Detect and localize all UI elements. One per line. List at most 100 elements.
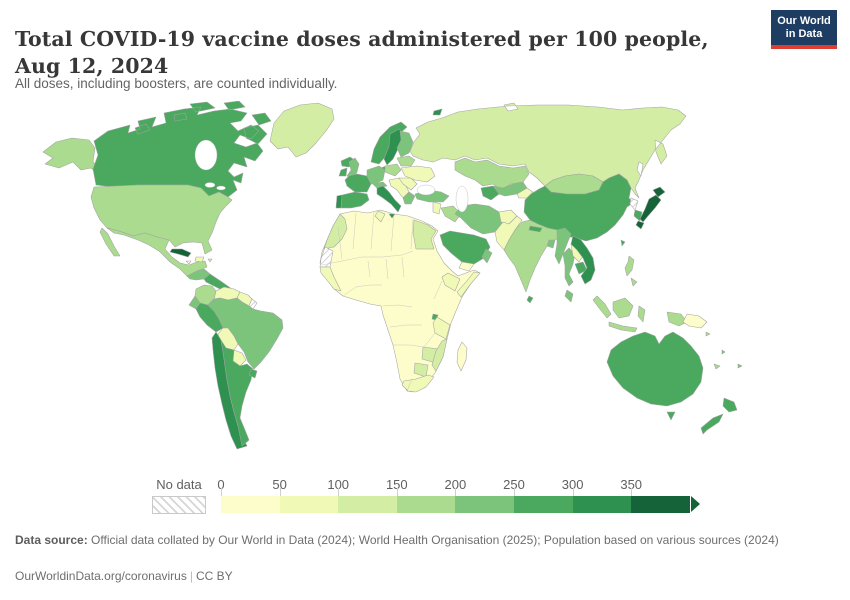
- country-italy[interactable]: [376, 185, 402, 219]
- legend-bin-0-50[interactable]: [221, 496, 280, 513]
- country-poland[interactable]: [384, 163, 402, 177]
- country-new-caledonia[interactable]: [713, 363, 721, 370]
- country-java[interactable]: [608, 321, 638, 333]
- legend-bin-50-100[interactable]: [279, 496, 339, 513]
- country-mexico[interactable]: [99, 227, 208, 277]
- legend-tick-label-150: 150: [385, 477, 408, 492]
- legend-bin-100-150[interactable]: [338, 496, 397, 513]
- country-sri-lanka[interactable]: [526, 295, 534, 304]
- country-canada[interactable]: [92, 101, 272, 198]
- legend-bin-250-300[interactable]: [514, 496, 573, 513]
- legend-bin-150-200[interactable]: [396, 496, 456, 513]
- country-mozambique[interactable]: [431, 338, 448, 372]
- footer-datasource-label: Data source:: [15, 533, 88, 547]
- country-somalia[interactable]: [456, 271, 481, 298]
- owid-logo[interactable]: Our World in Data: [771, 10, 837, 50]
- country-hispaniola[interactable]: [194, 256, 205, 263]
- country-ireland[interactable]: [338, 167, 348, 177]
- legend-bin-200-250[interactable]: [455, 496, 514, 513]
- country-nz-south[interactable]: [700, 413, 724, 435]
- legend-arrow: [691, 496, 700, 512]
- country-vanuatu[interactable]: [721, 349, 726, 355]
- legend-tick-label-100: 100: [327, 477, 350, 492]
- great-lakes: [216, 185, 226, 191]
- legend-tick-label-250: 250: [503, 477, 525, 492]
- chart-subtitle: All doses, including boosters, are count…: [15, 76, 338, 91]
- country-greece[interactable]: [402, 191, 416, 205]
- footer-datasource-text: Official data collated by Our World in D…: [87, 533, 779, 547]
- country-russia[interactable]: [409, 102, 687, 199]
- country-egypt[interactable]: [412, 219, 437, 250]
- country-uruguay[interactable]: [248, 368, 258, 379]
- country-fiji[interactable]: [737, 363, 743, 369]
- legend-bins: [221, 496, 691, 513]
- country-west-papua[interactable]: [666, 311, 688, 327]
- country-oman[interactable]: [481, 248, 493, 264]
- country-svalbard[interactable]: [432, 108, 443, 116]
- country-sumatra[interactable]: [592, 295, 612, 319]
- legend-no-data-swatch[interactable]: [152, 496, 206, 514]
- country-south-korea[interactable]: [633, 209, 643, 222]
- country-romania-bulgaria[interactable]: [398, 177, 418, 191]
- country-greenland[interactable]: [269, 102, 335, 158]
- footer-link[interactable]: OurWorldinData.org/coronavirus: [15, 569, 187, 583]
- legend-bin-300-350[interactable]: [572, 496, 632, 513]
- legend-bin-350+[interactable]: [631, 496, 690, 513]
- footer-license[interactable]: CC BY: [195, 569, 233, 583]
- legend-tick-label-200: 200: [444, 477, 467, 492]
- page-title: Total COVID-19 vaccine doses administere…: [15, 26, 709, 79]
- great-lakes: [204, 182, 216, 188]
- country-taiwan[interactable]: [620, 239, 626, 247]
- legend-tick-label-0: 0: [217, 477, 225, 492]
- legend-tick-label-50: 50: [272, 477, 287, 492]
- country-japan[interactable]: [635, 186, 666, 230]
- country-pakistan[interactable]: [494, 215, 523, 251]
- country-nz-north[interactable]: [722, 397, 738, 413]
- country-yemen[interactable]: [458, 261, 475, 272]
- legend-no-data-label: No data: [156, 477, 202, 492]
- country-ethiopia[interactable]: [441, 272, 461, 292]
- country-tanzania[interactable]: [432, 316, 451, 340]
- footer-separator: |: [189, 569, 193, 583]
- hudson-bay: [194, 139, 218, 171]
- country-finland[interactable]: [396, 130, 414, 158]
- country-spain[interactable]: [340, 191, 370, 209]
- country-tunisia[interactable]: [374, 210, 386, 223]
- country-jamaica[interactable]: [185, 260, 192, 265]
- country-turkmenistan[interactable]: [480, 185, 500, 201]
- country-solomon[interactable]: [705, 331, 711, 337]
- country-bangladesh[interactable]: [546, 239, 556, 249]
- country-iraq[interactable]: [440, 205, 462, 223]
- country-south-africa[interactable]: [401, 374, 435, 393]
- black-sea: [416, 184, 436, 196]
- footer-datasource: Data source: Official data collated by O…: [15, 531, 823, 550]
- country-morocco[interactable]: [323, 213, 348, 250]
- country-argentina[interactable]: [220, 339, 254, 447]
- legend-tick-label-300: 300: [561, 477, 584, 492]
- country-arabia[interactable]: [439, 230, 491, 265]
- country-nepal[interactable]: [528, 225, 543, 233]
- country-tasmania[interactable]: [666, 411, 676, 421]
- world-map: [42, 101, 743, 450]
- country-madagascar[interactable]: [456, 341, 468, 372]
- owid-logo-line1: Our World: [777, 15, 831, 27]
- country-malaysia[interactable]: [564, 289, 574, 303]
- africa-internal-borders: [321, 211, 443, 392]
- country-philippines[interactable]: [624, 255, 638, 287]
- country-north-korea[interactable]: [629, 197, 639, 211]
- country-sulawesi[interactable]: [637, 305, 646, 323]
- country-australia[interactable]: [606, 331, 704, 407]
- country-france[interactable]: [344, 173, 372, 193]
- country-germany[interactable]: [366, 165, 386, 185]
- country-png[interactable]: [682, 313, 708, 329]
- country-borneo[interactable]: [612, 297, 634, 319]
- country-cuba[interactable]: [169, 248, 192, 258]
- caspian-sea: [455, 185, 469, 213]
- country-vietnam[interactable]: [570, 235, 596, 285]
- owid-logo-line2: in Data: [785, 28, 823, 41]
- country-puerto-rico[interactable]: [207, 258, 213, 263]
- country-ukraine[interactable]: [400, 165, 436, 183]
- country-levant[interactable]: [432, 201, 442, 215]
- country-belarus-baltics[interactable]: [396, 155, 416, 167]
- country-senegal-strip[interactable]: [319, 266, 342, 292]
